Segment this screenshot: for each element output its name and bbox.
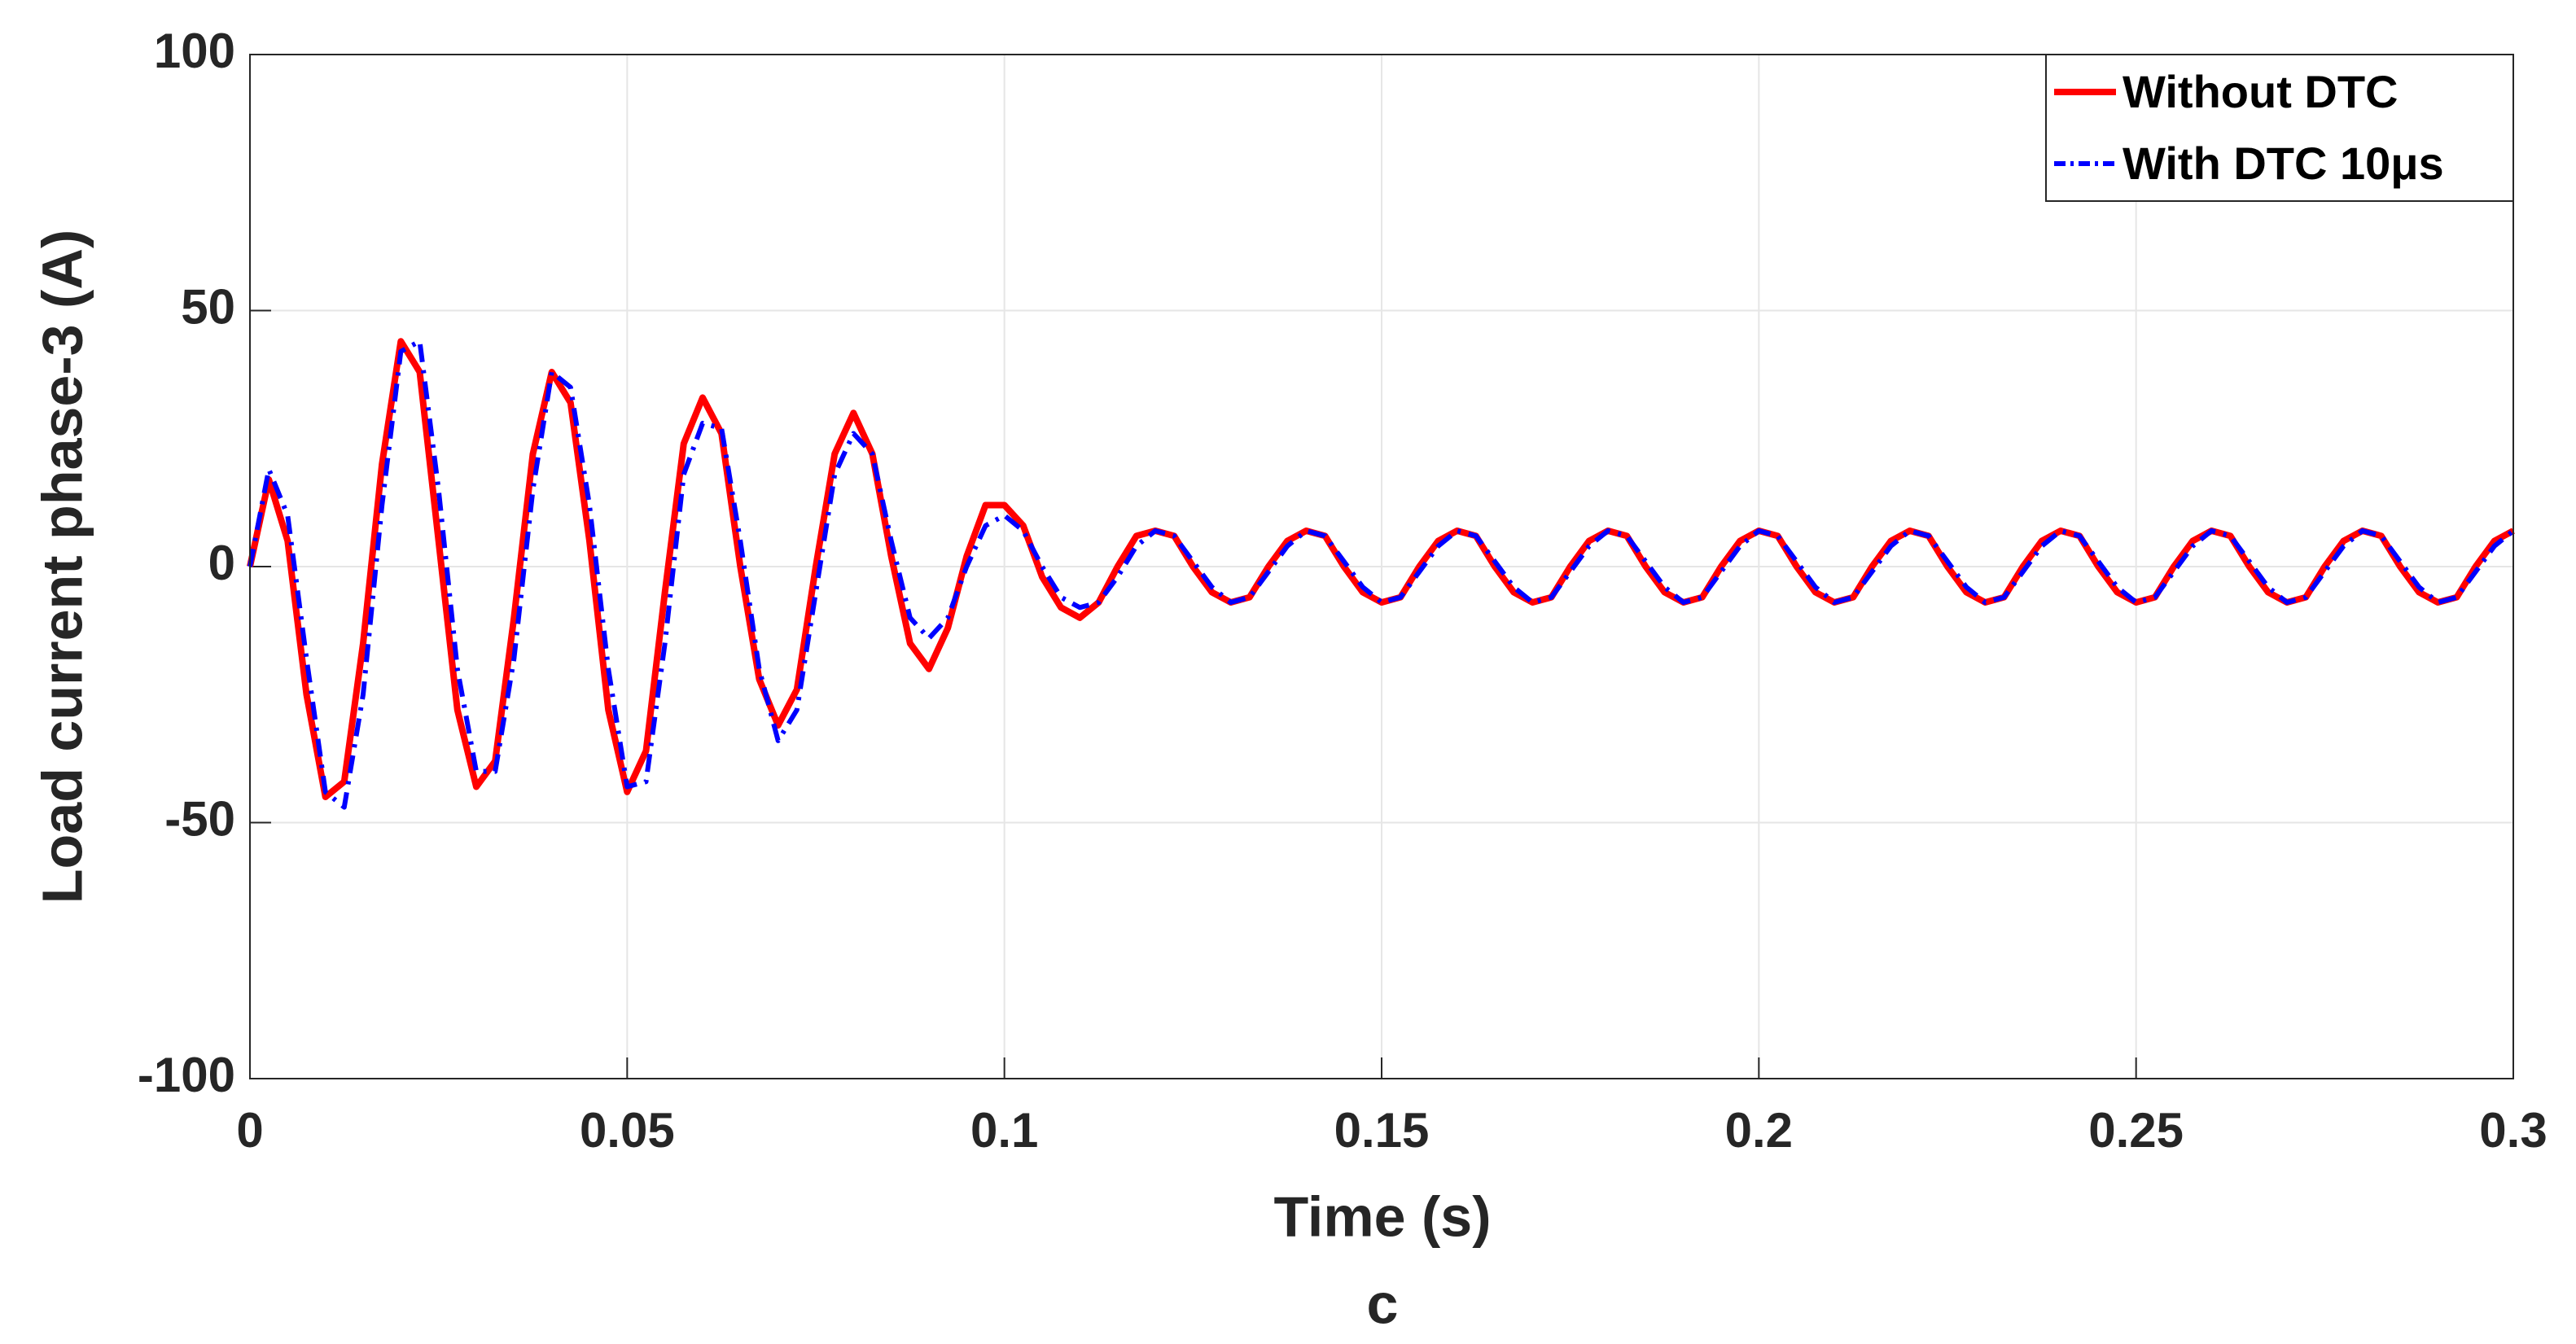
x-tick-label: 0.25 — [2088, 1103, 2184, 1158]
y-tick-label: 0 — [208, 536, 235, 590]
y-tick-label: 100 — [154, 24, 235, 78]
legend-label: Without DTC — [2123, 66, 2399, 117]
x-axis-label: Time (s) — [1273, 1184, 1491, 1248]
x-tick-label: 0.1 — [970, 1103, 1038, 1158]
y-tick-label: -100 — [138, 1048, 235, 1102]
series-line — [247, 338, 2515, 800]
x-tick-label: 0 — [236, 1103, 263, 1158]
plot-frame — [249, 54, 2514, 1079]
y-tick-label: -50 — [164, 791, 235, 846]
legend-label: With DTC 10μs — [2123, 138, 2444, 189]
y-axis-label: Load current phase-3 (A) — [30, 230, 94, 904]
x-tick-label: 0.3 — [2479, 1103, 2547, 1158]
x-tick-label: 0.2 — [1725, 1103, 1793, 1158]
legend-box — [2045, 54, 2514, 202]
series-line — [248, 339, 2515, 810]
legend: Without DTC With DTC 10μs — [2045, 54, 2514, 202]
x-tick-label: 0.15 — [1334, 1103, 1430, 1158]
caption: c — [1367, 1272, 1399, 1335]
x-tick-label: 0.05 — [580, 1103, 675, 1158]
y-tick-label: 50 — [181, 279, 235, 334]
